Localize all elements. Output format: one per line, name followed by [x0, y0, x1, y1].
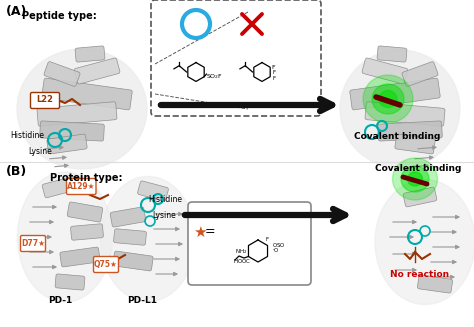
Text: Histidine: Histidine [148, 195, 182, 203]
FancyBboxPatch shape [93, 256, 118, 272]
Text: (B): (B) [6, 165, 27, 178]
FancyBboxPatch shape [71, 224, 103, 240]
FancyBboxPatch shape [47, 134, 87, 154]
Ellipse shape [372, 84, 404, 114]
Ellipse shape [401, 166, 429, 192]
Ellipse shape [408, 172, 422, 186]
Text: (A): (A) [6, 5, 27, 18]
Text: PD-1: PD-1 [48, 296, 72, 305]
Ellipse shape [17, 49, 147, 169]
FancyBboxPatch shape [20, 235, 46, 251]
Text: $\mathsf{F}$: $\mathsf{F}$ [273, 68, 277, 76]
Ellipse shape [375, 180, 474, 304]
Text: Lysine: Lysine [152, 211, 176, 219]
Text: Peptide type:: Peptide type: [22, 11, 97, 21]
Text: $\mathsf{\cdot O}$: $\mathsf{\cdot O}$ [272, 246, 280, 254]
FancyBboxPatch shape [418, 275, 453, 293]
FancyBboxPatch shape [74, 58, 120, 84]
FancyBboxPatch shape [114, 229, 146, 245]
Text: $\mathsf{F}$: $\mathsf{F}$ [272, 63, 277, 71]
Text: Covalent binding: Covalent binding [375, 164, 461, 173]
Text: Histidine: Histidine [10, 130, 44, 140]
Text: Q75★: Q75★ [94, 260, 118, 269]
Text: $\mathsf{F}$: $\mathsf{F}$ [273, 74, 277, 82]
Text: PD-L1: PD-L1 [127, 296, 157, 305]
Ellipse shape [379, 91, 397, 108]
Text: $\mathsf{NH_2}$: $\mathsf{NH_2}$ [235, 247, 247, 256]
Ellipse shape [340, 50, 460, 168]
FancyBboxPatch shape [137, 181, 168, 201]
FancyBboxPatch shape [395, 134, 435, 154]
Text: $\mathsf{SO_2F}$: $\mathsf{SO_2F}$ [207, 72, 224, 81]
FancyBboxPatch shape [110, 207, 146, 227]
Ellipse shape [18, 172, 112, 302]
FancyBboxPatch shape [66, 179, 96, 195]
FancyBboxPatch shape [42, 78, 132, 110]
FancyBboxPatch shape [55, 274, 85, 290]
FancyBboxPatch shape [402, 61, 438, 86]
Text: $\mathsf{F}$: $\mathsf{F}$ [264, 235, 269, 243]
FancyBboxPatch shape [362, 58, 408, 84]
Text: =: = [205, 226, 215, 238]
Text: $\mathsf{OSO}$: $\mathsf{OSO}$ [272, 241, 286, 249]
FancyBboxPatch shape [378, 121, 442, 141]
Text: No reaction: No reaction [391, 270, 449, 279]
FancyBboxPatch shape [30, 93, 60, 109]
Text: Covalent binding: Covalent binding [354, 132, 440, 141]
FancyBboxPatch shape [113, 251, 153, 271]
FancyBboxPatch shape [377, 46, 407, 62]
FancyBboxPatch shape [75, 46, 105, 62]
Ellipse shape [363, 75, 413, 123]
FancyBboxPatch shape [350, 78, 440, 110]
FancyBboxPatch shape [365, 102, 445, 126]
Text: A129★: A129★ [67, 182, 95, 191]
Text: L22: L22 [36, 95, 54, 105]
Text: D77★: D77★ [21, 239, 45, 248]
FancyBboxPatch shape [403, 187, 437, 207]
FancyBboxPatch shape [40, 121, 104, 141]
Ellipse shape [392, 158, 438, 200]
FancyBboxPatch shape [44, 61, 80, 86]
FancyBboxPatch shape [188, 202, 311, 285]
Text: Lysine: Lysine [28, 146, 52, 156]
FancyBboxPatch shape [42, 176, 78, 198]
Text: $\mathsf{HOOC}$: $\mathsf{HOOC}$ [233, 257, 251, 265]
Ellipse shape [100, 177, 195, 301]
FancyBboxPatch shape [151, 0, 321, 116]
FancyBboxPatch shape [37, 102, 117, 126]
Text: ★: ★ [193, 225, 207, 239]
FancyBboxPatch shape [67, 202, 103, 222]
Text: Protein type:: Protein type: [50, 173, 122, 183]
FancyBboxPatch shape [60, 247, 100, 267]
